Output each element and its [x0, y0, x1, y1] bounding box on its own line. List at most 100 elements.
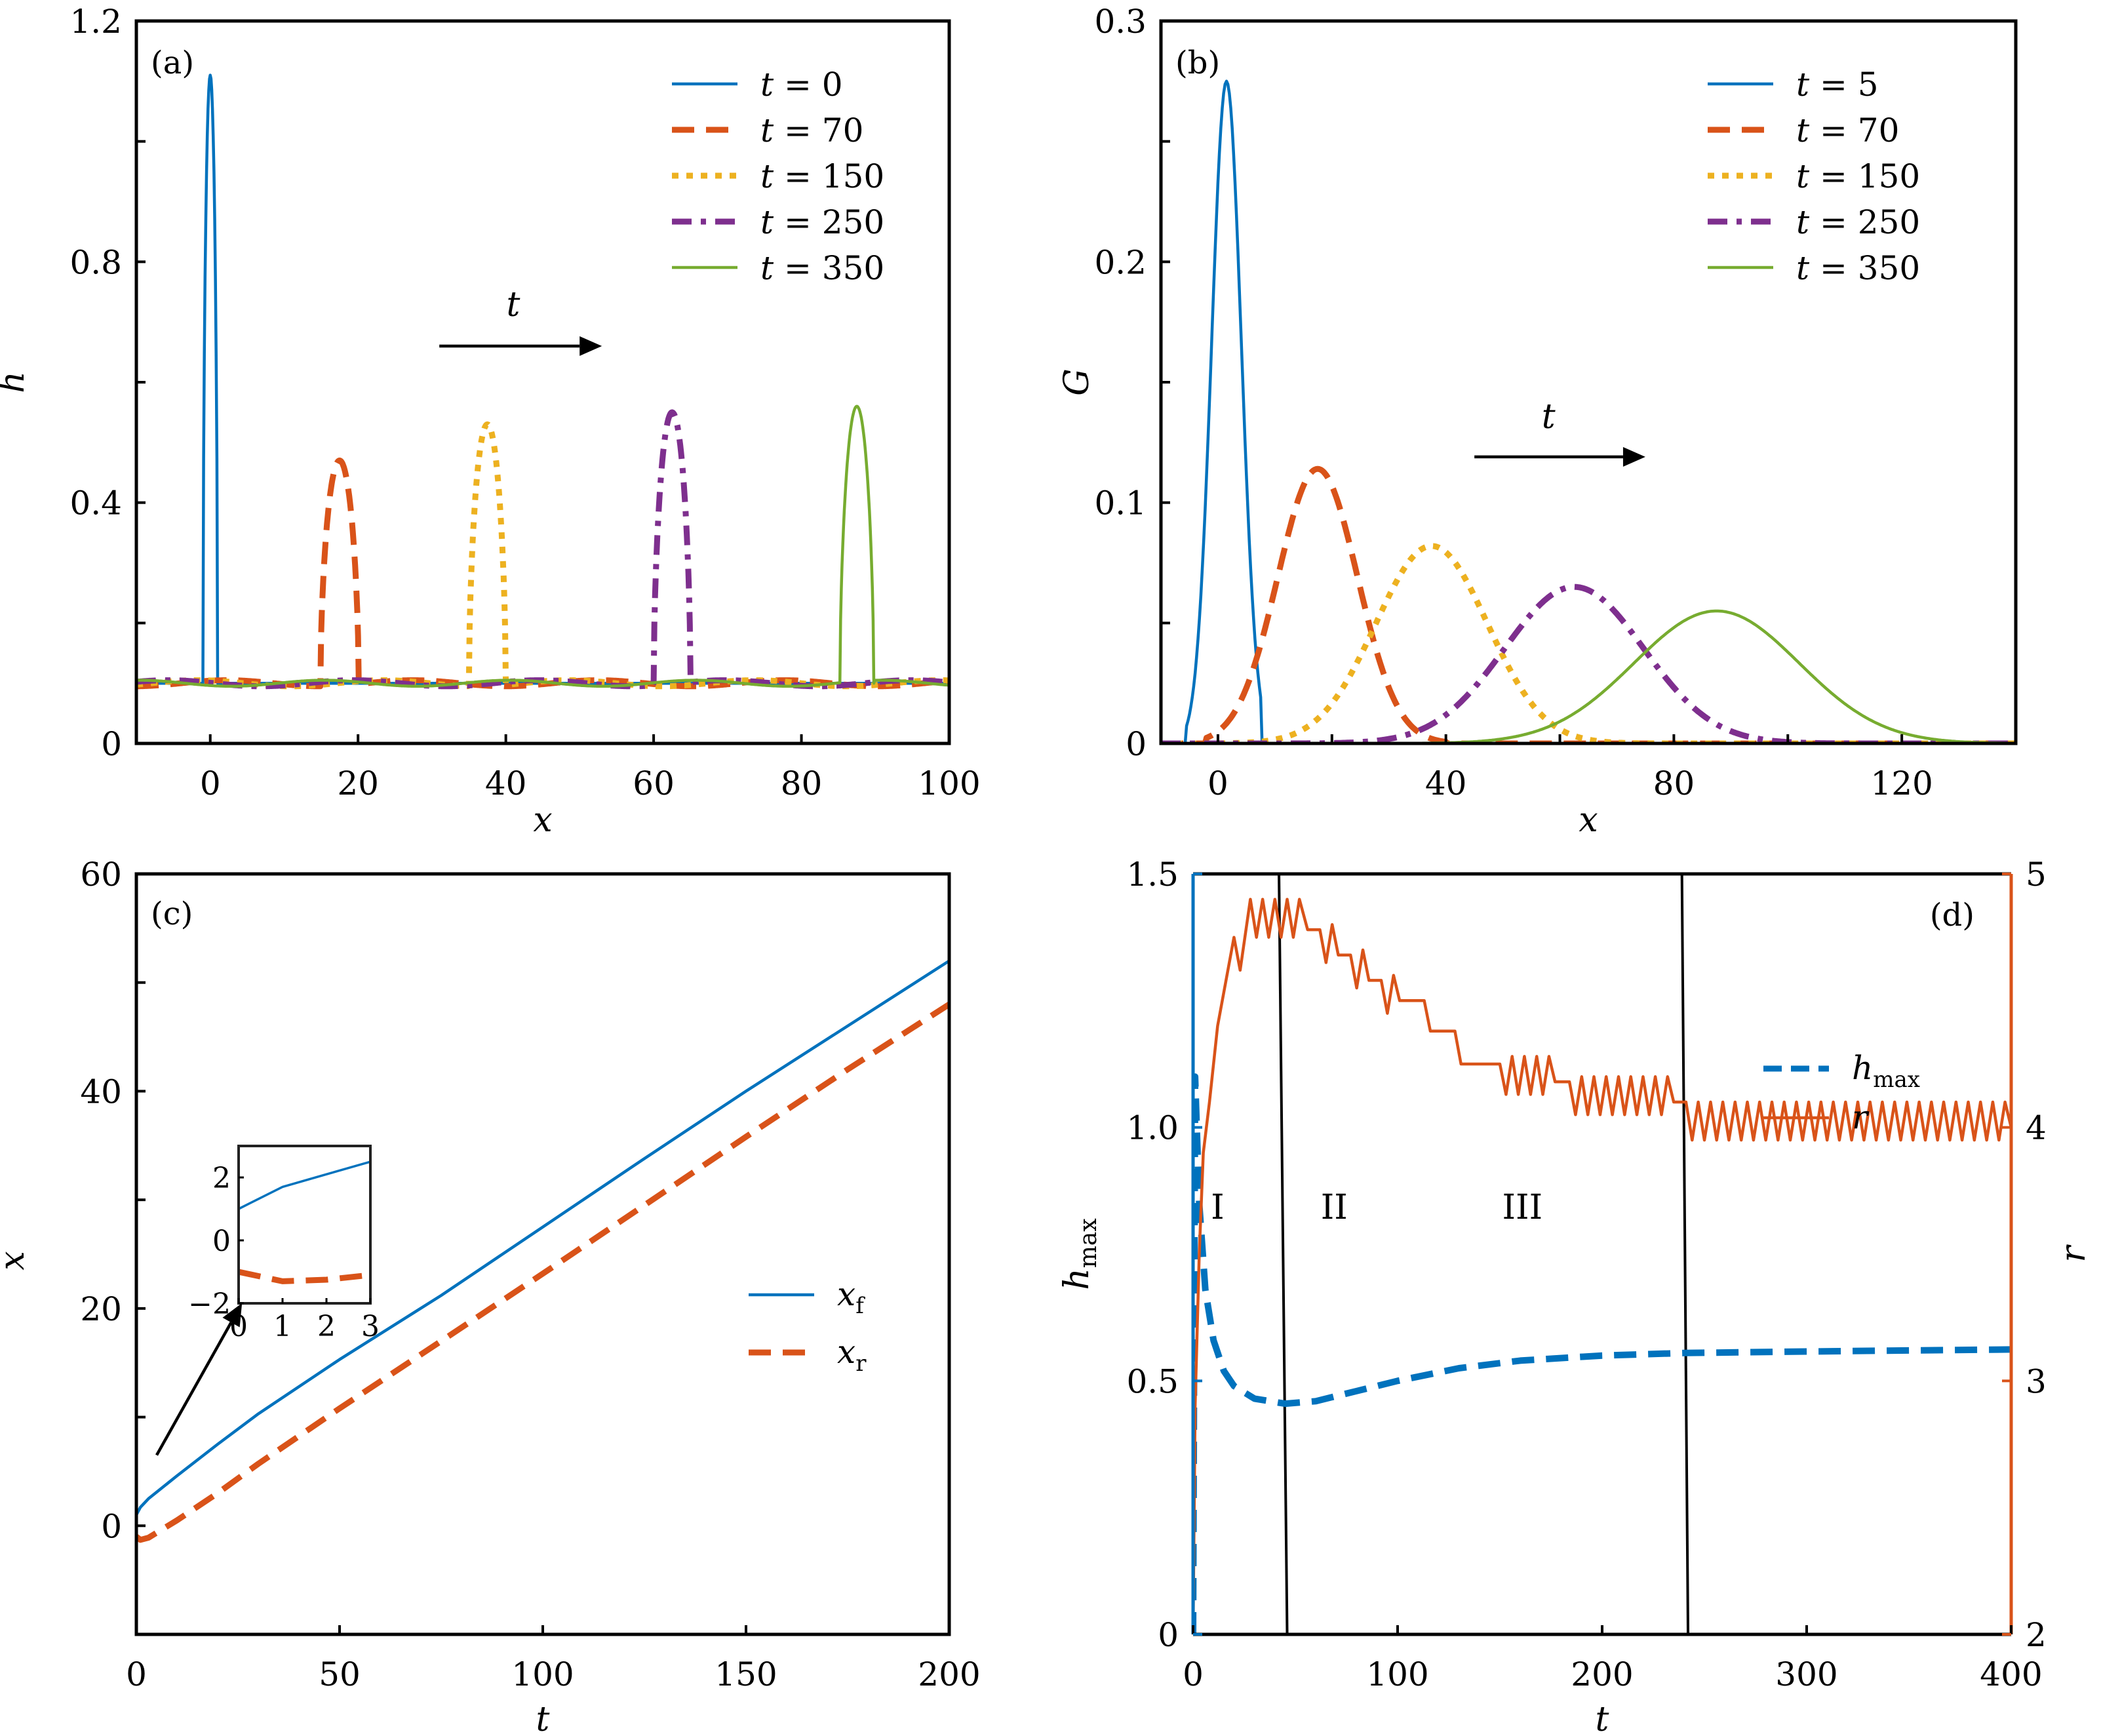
y-tick-label-right: 5 — [2026, 856, 2047, 894]
x-tick-label: 100 — [511, 1655, 574, 1693]
inset-x-tick-label: 3 — [361, 1310, 380, 1343]
x-axis-label: t — [1596, 1700, 1609, 1736]
x-tick-label: 120 — [1870, 764, 1933, 802]
legend-label-eq: = — [774, 66, 822, 104]
x-tick-label: 0 — [126, 1655, 147, 1693]
region-label-I: I — [1211, 1188, 1225, 1227]
inset-x-tick-label: 1 — [273, 1310, 292, 1343]
legend-label-eq: = — [774, 203, 822, 241]
series-line-70 — [136, 457, 949, 690]
series-line-f — [136, 959, 949, 1516]
y-tick-label: 1.2 — [69, 3, 122, 41]
y-axis-label-right: r — [2054, 1244, 2093, 1262]
series-line-h_max — [1193, 1073, 2011, 1634]
legend-label-eq: = — [1809, 157, 1858, 195]
panel-label: (d) — [1930, 897, 1974, 934]
region-boundary-line — [1278, 873, 1289, 1635]
legend-label-value: 150 — [1858, 157, 1920, 195]
legend-label-eq: = — [774, 249, 822, 287]
legend-label-sub: f — [855, 1293, 865, 1319]
legend-label-main: r — [1852, 1098, 1870, 1136]
x-tick-label: 0 — [1183, 1655, 1204, 1693]
time-arrow-label: t — [506, 285, 520, 325]
legend-label-eq: = — [774, 157, 822, 195]
y-axis-label: x — [0, 1251, 32, 1270]
legend-label-main: x — [837, 1333, 855, 1371]
x-tick-label: 50 — [319, 1655, 361, 1693]
series-line-150 — [136, 421, 949, 690]
x-tick-label: 0 — [1208, 764, 1228, 802]
series-line-70 — [1161, 465, 2016, 743]
legend-label-eq: = — [774, 111, 822, 149]
y-axis-label: G — [1057, 368, 1097, 396]
x-axis-label: x — [1579, 800, 1598, 840]
inset-series-line — [239, 1160, 370, 1210]
inset-series-line — [239, 1269, 370, 1284]
legend-label: t = 150 — [1796, 157, 1920, 195]
y-tick-label: 0 — [101, 725, 122, 763]
y-tick-label-right: 4 — [2026, 1109, 2047, 1147]
legend-label: t = 250 — [1796, 203, 1920, 241]
legend-label-t: t — [1796, 66, 1810, 104]
inset-x-tick-label: 2 — [317, 1310, 336, 1343]
x-tick-label: 200 — [1571, 1655, 1633, 1693]
legend-label-t: t — [1796, 203, 1810, 241]
legend-label-sub: max — [1873, 1067, 1920, 1093]
legend-label-value: 70 — [822, 111, 864, 149]
series-line-250 — [136, 409, 949, 690]
x-axis-label: x — [533, 800, 552, 840]
legend-label: t = 5 — [1796, 66, 1879, 104]
legend-label-value: 350 — [822, 249, 884, 287]
legend-label: t = 250 — [760, 203, 884, 241]
legend-label-value: 5 — [1858, 66, 1879, 104]
series-line-350 — [1161, 609, 2016, 743]
region-boundary-line — [1680, 873, 1690, 1635]
x-tick-label: 80 — [781, 764, 823, 802]
legend-label-eq: = — [1809, 203, 1858, 241]
y-tick-label-left: 1.5 — [1126, 856, 1179, 894]
x-tick-label: 200 — [918, 1655, 980, 1693]
legend-label-t: t — [760, 203, 774, 241]
x-tick-label: 100 — [1366, 1655, 1428, 1693]
legend-label-value: 250 — [822, 203, 884, 241]
legend-label-t: t — [760, 111, 774, 149]
legend-label-t: t — [1796, 249, 1810, 287]
y-tick-label: 60 — [80, 856, 122, 894]
x-tick-label: 40 — [485, 764, 527, 802]
y-tick-label: 0 — [101, 1507, 122, 1545]
legend-label: t = 70 — [760, 111, 863, 149]
time-arrow-head — [1622, 446, 1645, 467]
panel-label: (c) — [151, 896, 193, 932]
legend-label: t = 350 — [760, 249, 884, 287]
y-tick-label: 40 — [80, 1073, 122, 1111]
y-tick-label: 0.2 — [1094, 243, 1147, 281]
legend-label-eq: = — [1809, 249, 1858, 287]
inset-arrow-head — [222, 1303, 243, 1328]
legend-label-value: 250 — [1858, 203, 1920, 241]
legend-label-t: t — [760, 249, 774, 287]
x-tick-label: 20 — [337, 764, 379, 802]
y-tick-label: 0.3 — [1094, 3, 1147, 41]
legend-label-main: x — [837, 1275, 855, 1313]
y-tick-label: 0 — [1126, 725, 1147, 763]
inset: 0123−202 — [188, 1145, 380, 1343]
panel-label: (b) — [1175, 45, 1220, 81]
inset-y-tick-label: 2 — [212, 1162, 231, 1195]
y-axis-label-main: h — [1057, 1268, 1097, 1290]
y-tick-label-left: 1.0 — [1126, 1109, 1179, 1147]
y-tick-label: 20 — [80, 1290, 122, 1328]
x-tick-label: 40 — [1425, 764, 1467, 802]
legend-label: xf — [837, 1275, 865, 1319]
x-tick-label: 80 — [1653, 764, 1695, 802]
legend-label: t = 150 — [760, 157, 884, 195]
time-arrow-label: t — [1542, 397, 1556, 437]
series-line-150 — [1161, 543, 2016, 743]
panel-label: (a) — [151, 45, 194, 81]
x-tick-label: 300 — [1775, 1655, 1837, 1693]
legend-label-t: t — [1796, 157, 1810, 195]
